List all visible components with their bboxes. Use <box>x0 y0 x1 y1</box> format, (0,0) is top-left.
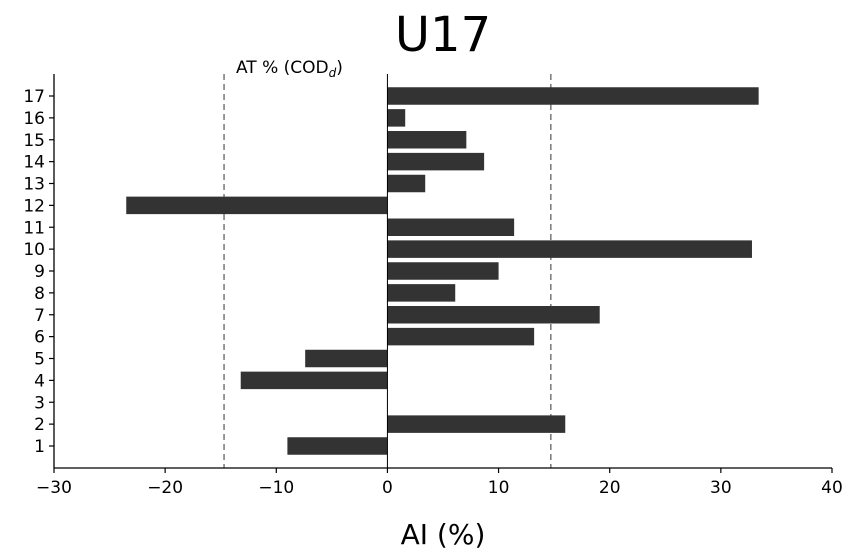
x-tick-label: −30 <box>36 478 72 498</box>
y-tick-label: 14 <box>23 153 45 173</box>
x-tick-label: 30 <box>710 478 732 498</box>
y-tick-label: 11 <box>23 218 45 238</box>
bar-12 <box>126 196 388 215</box>
y-tick-label: 3 <box>34 393 45 413</box>
bar-16 <box>387 109 406 127</box>
y-tick-label: 12 <box>23 196 45 216</box>
threshold-annotation: AT % (CODd) <box>236 58 343 80</box>
x-tick-label: 0 <box>382 478 393 498</box>
y-tick-label: 15 <box>23 131 45 151</box>
y-tick-label: 8 <box>34 284 45 304</box>
y-tick-label: 2 <box>34 415 45 435</box>
bar-2 <box>387 415 566 433</box>
bar-17 <box>387 87 759 105</box>
x-tick-label: −10 <box>258 478 294 498</box>
bar-5 <box>305 349 388 368</box>
bars <box>126 87 759 455</box>
y-tick-label: 6 <box>34 328 45 348</box>
x-tick-label: −20 <box>147 478 183 498</box>
y-tick-label: 17 <box>23 87 45 107</box>
bar-7 <box>387 306 600 324</box>
x-tick-label: 10 <box>488 478 510 498</box>
bar-14 <box>387 152 485 171</box>
bar-15 <box>387 131 467 149</box>
y-tick-label: 9 <box>34 262 45 282</box>
y-tick-label: 1 <box>34 437 45 457</box>
x-tick-label: 40 <box>821 478 843 498</box>
bar-1 <box>287 437 388 455</box>
bar-6 <box>387 327 535 346</box>
y-tick-label: 4 <box>34 371 45 391</box>
y-tick-label: 10 <box>23 240 45 260</box>
bar-9 <box>387 262 499 280</box>
bar-10 <box>387 240 752 258</box>
chart-title: U17 <box>395 7 491 63</box>
bar-13 <box>387 174 426 193</box>
bar-11 <box>387 218 515 236</box>
x-axis-title: AI (%) <box>401 518 486 548</box>
reference-lines <box>223 74 552 468</box>
y-tick-label: 7 <box>34 306 45 326</box>
x-tick-label: 20 <box>599 478 621 498</box>
bar-8 <box>387 284 456 302</box>
y-tick-label: 16 <box>23 109 45 129</box>
x-axis-ticks: −30 −20 −10 0 10 20 30 40 <box>36 468 843 498</box>
bar-4 <box>240 371 388 390</box>
y-tick-label: 13 <box>23 175 45 195</box>
y-tick-label: 5 <box>34 350 45 370</box>
